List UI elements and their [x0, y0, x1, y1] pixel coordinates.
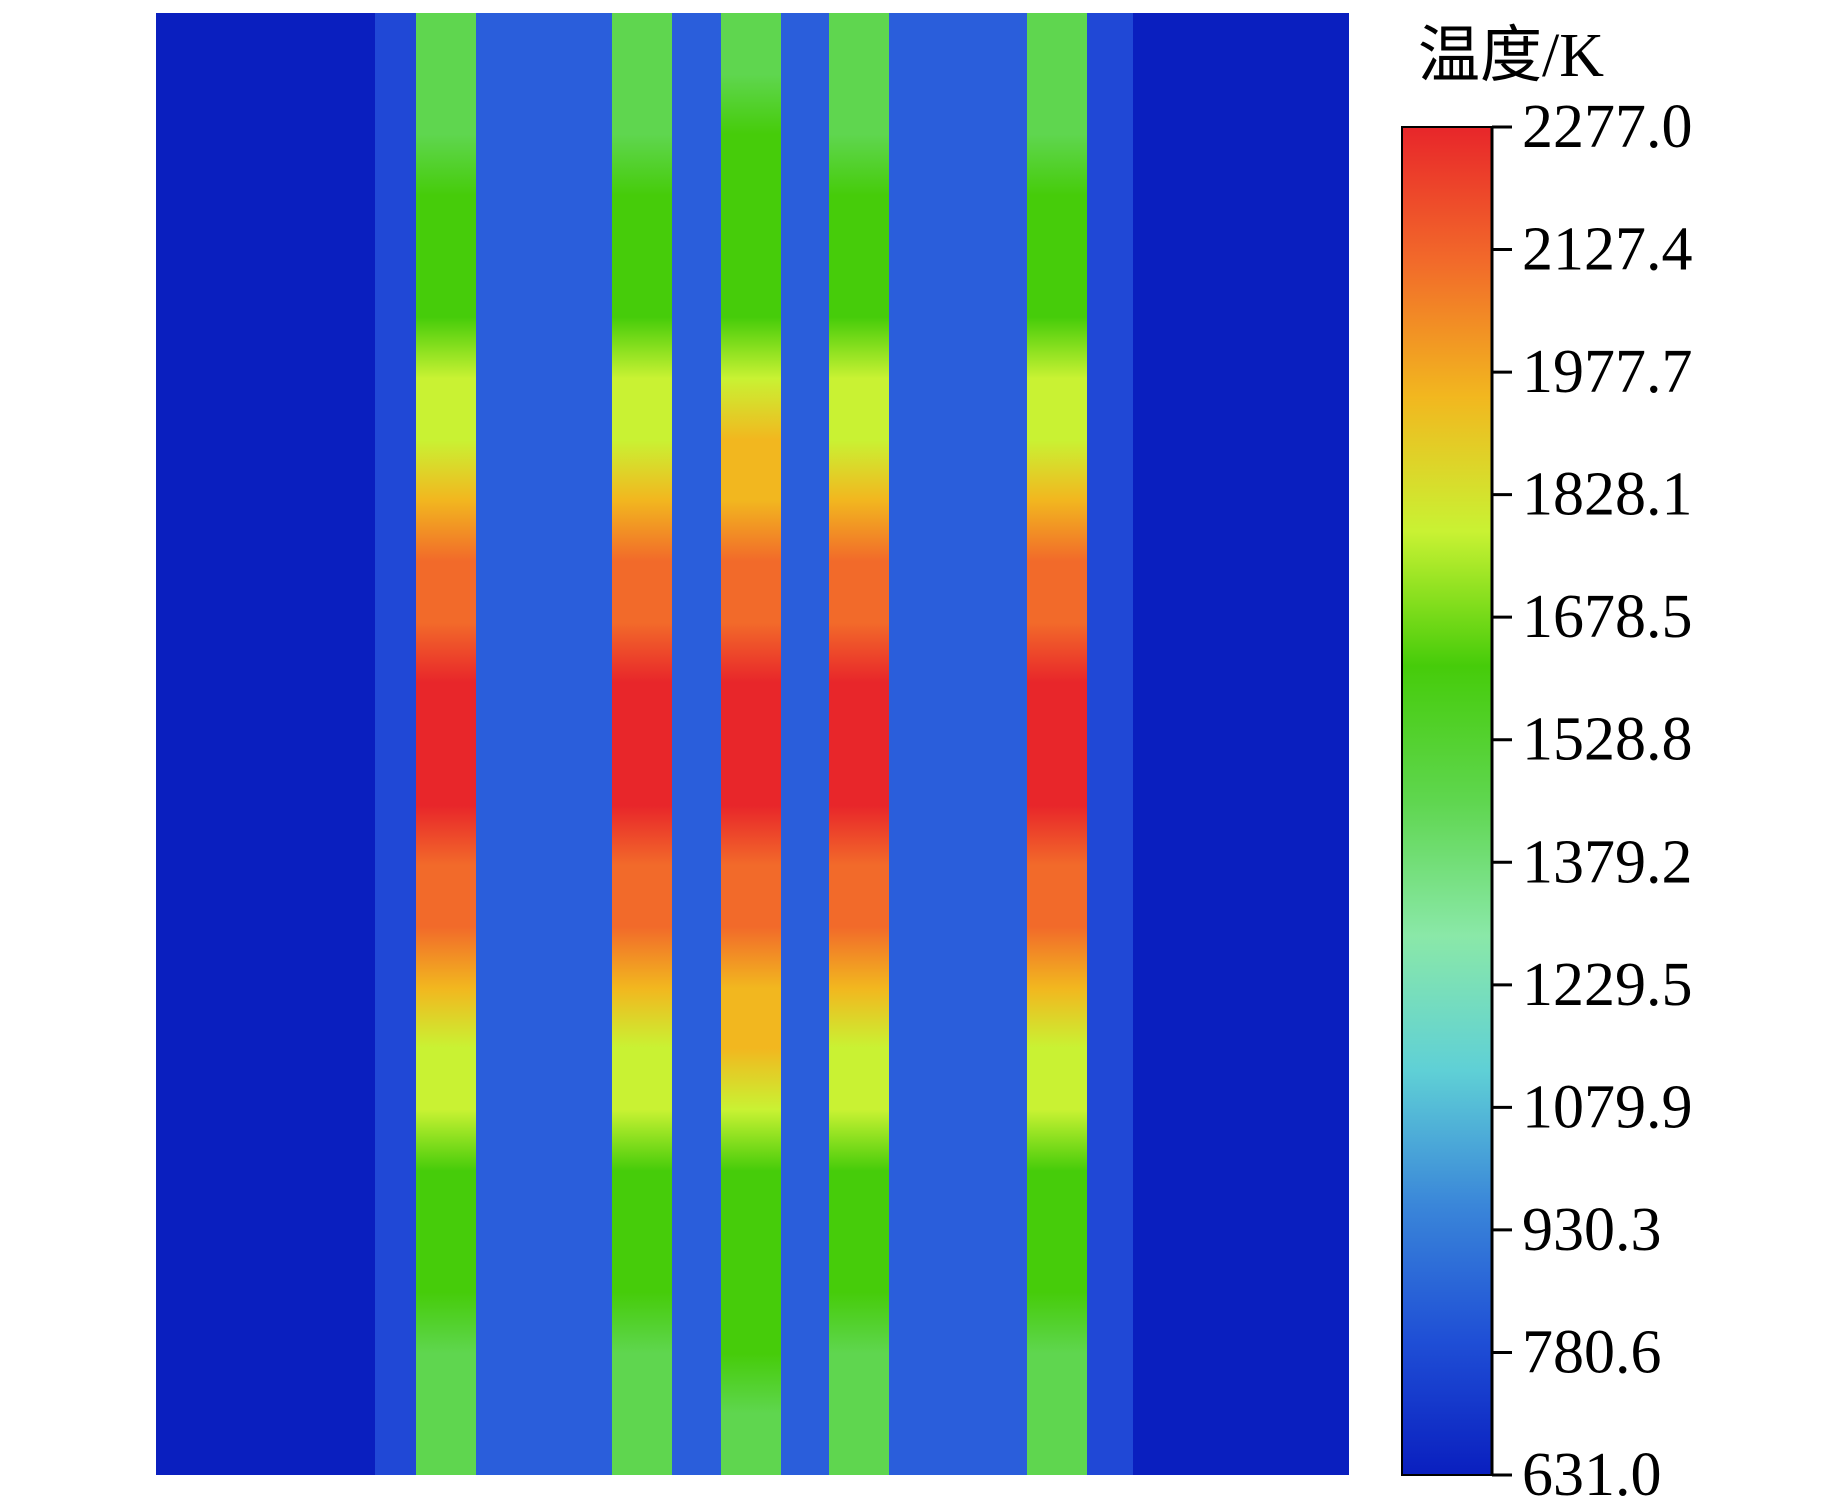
- heating-channels: [416, 13, 1087, 1475]
- colorbar-tick-label: 1528.8: [1522, 706, 1693, 774]
- colorbar: 温度/K 2277.0 2127.4 1977.7 1828.1 1678.5 1528.…: [1401, 22, 1693, 1509]
- colorbar-tick-label: 1977.7: [1522, 338, 1693, 406]
- colorbar-gradient: [1402, 127, 1492, 1475]
- colorbar-tick-label: 930.3: [1522, 1196, 1662, 1264]
- colorbar-tick-label: 1678.5: [1522, 583, 1693, 651]
- colorbar-tick-label: 1828.1: [1522, 461, 1693, 529]
- colorbar-ticks: 2277.0 2127.4 1977.7 1828.1 1678.5 1528.8 1379…: [1492, 93, 1693, 1509]
- colorbar-tick-label: 780.6: [1522, 1318, 1662, 1386]
- colorbar-title: 温度/K: [1418, 22, 1604, 90]
- contour-plot-area: [156, 13, 1349, 1475]
- heating-channel-2: [612, 13, 672, 1475]
- heating-channel-5: [1027, 13, 1087, 1475]
- colorbar-tick-label: 631.0: [1522, 1441, 1662, 1509]
- heating-channel-4: [829, 13, 889, 1475]
- colorbar-tick-label: 1379.2: [1522, 828, 1693, 896]
- colorbar-tick-label: 2127.4: [1522, 216, 1693, 284]
- heating-channel-3: [721, 13, 781, 1475]
- colorbar-tick-label: 2277.0: [1522, 93, 1693, 161]
- heating-channel-1: [416, 13, 476, 1475]
- colorbar-tick-label: 1079.9: [1522, 1073, 1693, 1141]
- colorbar-tick-label: 1229.5: [1522, 951, 1693, 1019]
